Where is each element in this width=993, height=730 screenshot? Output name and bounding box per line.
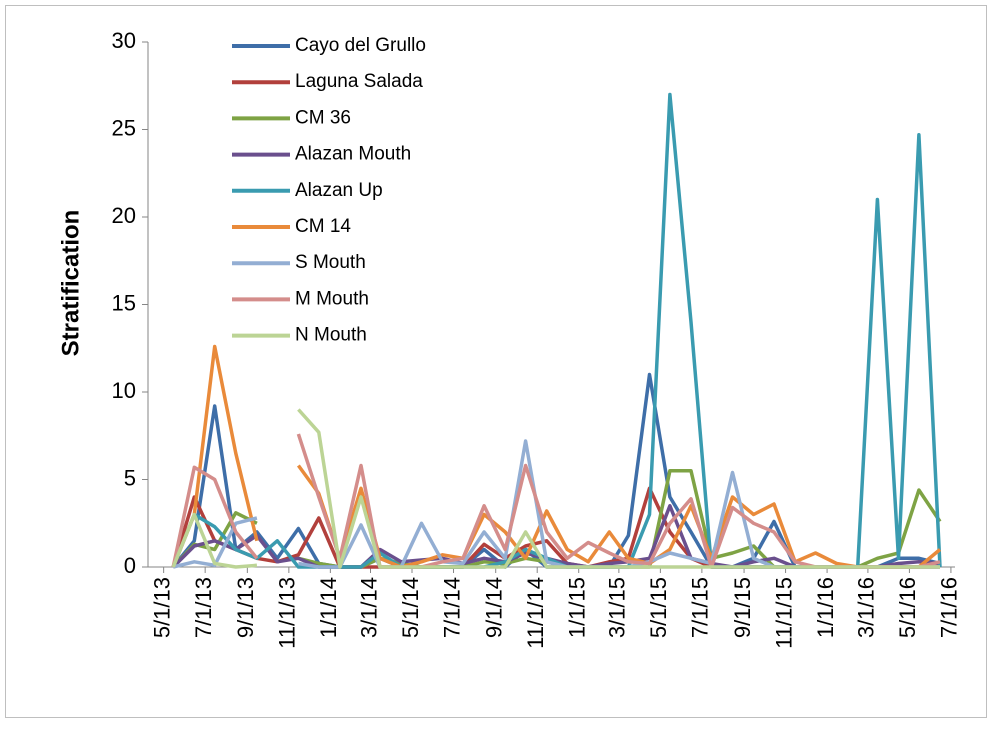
- x-tick-label: 7/1/15: [688, 577, 713, 638]
- y-axis-title: Stratification: [57, 210, 84, 357]
- x-tick-label: 5/1/14: [398, 577, 423, 638]
- y-tick-label: 5: [124, 465, 136, 490]
- x-tick-label: 9/1/15: [730, 577, 755, 638]
- x-tick-label: 1/1/15: [565, 577, 590, 638]
- series-line: [171, 408, 940, 569]
- x-tick-label: 7/1/16: [937, 577, 962, 638]
- legend-label: M Mouth: [295, 288, 369, 309]
- x-tick-label: 5/1/16: [895, 577, 920, 638]
- x-tick-label: 1/1/14: [316, 577, 341, 638]
- y-tick-label: 30: [112, 28, 136, 53]
- legend-label: S Mouth: [295, 252, 366, 273]
- x-tick-label: 11/1/15: [771, 577, 796, 649]
- y-tick-label: 25: [112, 115, 136, 140]
- x-tick-label: 7/1/13: [191, 577, 216, 638]
- x-tick-label: 3/1/14: [356, 577, 381, 638]
- y-tick-label: 20: [112, 203, 136, 228]
- x-tick-label: 5/1/13: [149, 577, 174, 638]
- legend-label: Cayo del Grullo: [295, 35, 426, 56]
- y-tick-label: 0: [124, 553, 136, 578]
- legend-label: N Mouth: [295, 325, 367, 346]
- x-tick-label: 7/1/14: [439, 577, 464, 638]
- x-tick-label: 11/1/13: [275, 577, 300, 649]
- x-tick-label: 11/1/14: [523, 577, 548, 649]
- x-tick-label: 9/1/13: [233, 577, 258, 638]
- legend-label: CM 36: [295, 107, 351, 128]
- x-tick-label: 9/1/14: [482, 577, 507, 638]
- legend-label: CM 14: [295, 216, 351, 237]
- legend-label: Laguna Salada: [295, 71, 423, 92]
- x-tick-label: 1/1/16: [813, 577, 838, 638]
- chart-border: [5, 5, 987, 718]
- legend-label: Alazan Mouth: [295, 144, 411, 165]
- y-tick-label: 10: [112, 378, 136, 403]
- x-tick-label: 5/1/15: [646, 577, 671, 638]
- legend-label: Alazan Up: [295, 180, 383, 201]
- y-tick-label: 15: [112, 290, 136, 315]
- x-tick-label: 3/1/16: [854, 577, 879, 638]
- x-tick-label: 3/1/15: [605, 577, 630, 638]
